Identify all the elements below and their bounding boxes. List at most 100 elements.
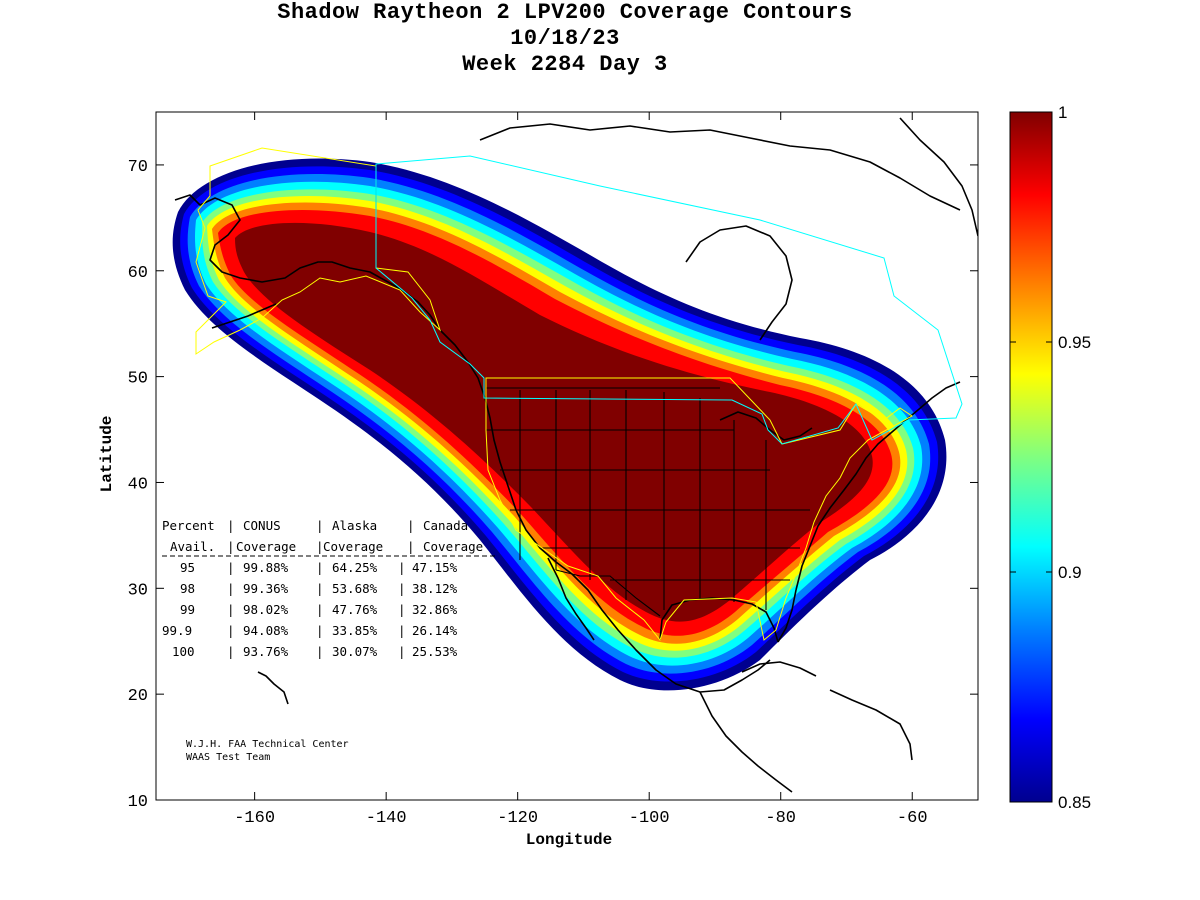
service-boundaries [195,147,963,642]
political-borders [375,164,810,617]
aleutian-islands [211,303,277,329]
table-sep: | [398,623,406,638]
colorbar [1009,111,1053,803]
colorbar-ticks: 1 0.95 0.9 0.85 [1010,103,1091,812]
table-cell-alaska: 64.25% [332,560,378,575]
y-tick-label: 50 [128,370,148,389]
table-cell-canada: 38.12% [412,581,458,596]
table-cell-conus: 99.36% [243,581,289,596]
table-sep: | [398,560,406,575]
x-axis: -160 -140 -120 -100 -80 -60 [234,112,928,828]
atlantic-coast [795,381,961,591]
colorbar-tick-label: 0.95 [1058,333,1091,352]
table-sep: | [398,602,406,617]
chart-title: Shadow Raytheon 2 LPV200 Coverage Contou… [277,0,853,25]
table-sep: | [227,602,235,617]
table-header-canada: Canada [423,518,468,533]
table-sep: | [227,623,235,638]
y-axis: 10 20 30 40 50 60 70 [128,158,978,812]
x-tick-label: -60 [897,809,928,828]
y-tick-label: 60 [128,264,148,283]
canadian-archipelago [479,123,961,211]
table-sep: | [316,539,324,554]
great-lakes [719,411,813,441]
table-header-percent: Percent [162,518,215,533]
table-header-alaska: Alaska [332,518,377,533]
florida [777,589,797,643]
table-cell-percent: 99 [180,602,195,617]
x-tick-label: -100 [629,809,670,828]
y-axis-label: Latitude [98,416,116,493]
alaska-coast [174,194,441,331]
table-cell-conus: 98.02% [243,602,289,617]
hudson-bay [685,225,793,341]
table-sep: | [227,560,235,575]
y-tick-label: 30 [128,581,148,600]
table-cell-percent: 99.9 [162,623,192,638]
table-sep: | [227,539,235,554]
credit-line-2: WAAS Test Team [186,752,270,763]
chart-week-day: Week 2284 Day 3 [462,52,668,77]
table-header-coverage-alaska: Coverage [323,539,383,554]
conus-service-boundary [485,377,913,642]
table-sep: | [316,581,324,596]
table-cell-percent: 95 [180,560,195,575]
x-tick-label: -140 [366,809,407,828]
table-sep: | [316,623,324,638]
table-cell-conus: 93.76% [243,644,289,659]
greenland-coast [899,117,978,237]
caribbean-islands [829,689,913,761]
x-tick-label: -160 [234,809,275,828]
table-cell-canada: 25.53% [412,644,458,659]
canada-service-boundary [375,155,963,445]
y-tick-label: 10 [128,793,148,812]
table-sep: | [398,581,406,596]
colorbar-tick-label: 0.9 [1058,563,1082,582]
baja-california [547,557,595,641]
table-header-avail: Avail. [170,539,215,554]
table-cell-alaska: 33.85% [332,623,378,638]
hawaii-islands [257,671,289,705]
credit-line-1: W.J.H. FAA Technical Center [186,739,349,750]
table-sep: | [227,518,235,533]
table-sep: | [316,518,324,533]
table-cell-alaska: 47.76% [332,602,378,617]
x-tick-label: -120 [497,809,538,828]
table-sep: | [407,518,415,533]
table-sep: | [407,539,415,554]
table-sep: | [316,560,324,575]
table-sep: | [227,644,235,659]
y-tick-label: 40 [128,475,148,494]
cuba [741,661,817,677]
table-cell-canada: 47.15% [412,560,458,575]
plot-frame [155,111,979,801]
contour-band-1.0 [235,222,873,622]
coverage-stats-table: Percent | CONUS | Alaska | Canada Avail.… [162,518,496,659]
table-sep: | [227,581,235,596]
central-america [699,691,793,793]
y-tick-label: 70 [128,158,148,177]
table-sep: | [316,644,324,659]
x-tick-label: -80 [765,809,796,828]
table-header-coverage-conus: Coverage [236,539,296,554]
table-cell-alaska: 30.07% [332,644,378,659]
table-cell-canada: 32.86% [412,602,458,617]
us-mexico-border [555,569,661,617]
x-axis-label: Longitude [526,831,612,849]
table-cell-canada: 26.14% [412,623,458,638]
gulf-coast [659,597,779,643]
colorbar-tick-label: 0.85 [1058,793,1091,812]
table-cell-percent: 100 [172,644,195,659]
table-cell-alaska: 53.68% [332,581,378,596]
table-cell-conus: 94.08% [243,623,289,638]
alaska-service-boundary [195,147,442,355]
colorbar-tick-label: 1 [1058,103,1067,122]
chart-date: 10/18/23 [510,26,620,51]
table-sep: | [398,644,406,659]
table-header-coverage-canada: Coverage [423,539,483,554]
table-cell-percent: 98 [180,581,195,596]
table-header-conus: CONUS [243,518,281,533]
table-sep: | [316,602,324,617]
table-cell-conus: 99.88% [243,560,289,575]
